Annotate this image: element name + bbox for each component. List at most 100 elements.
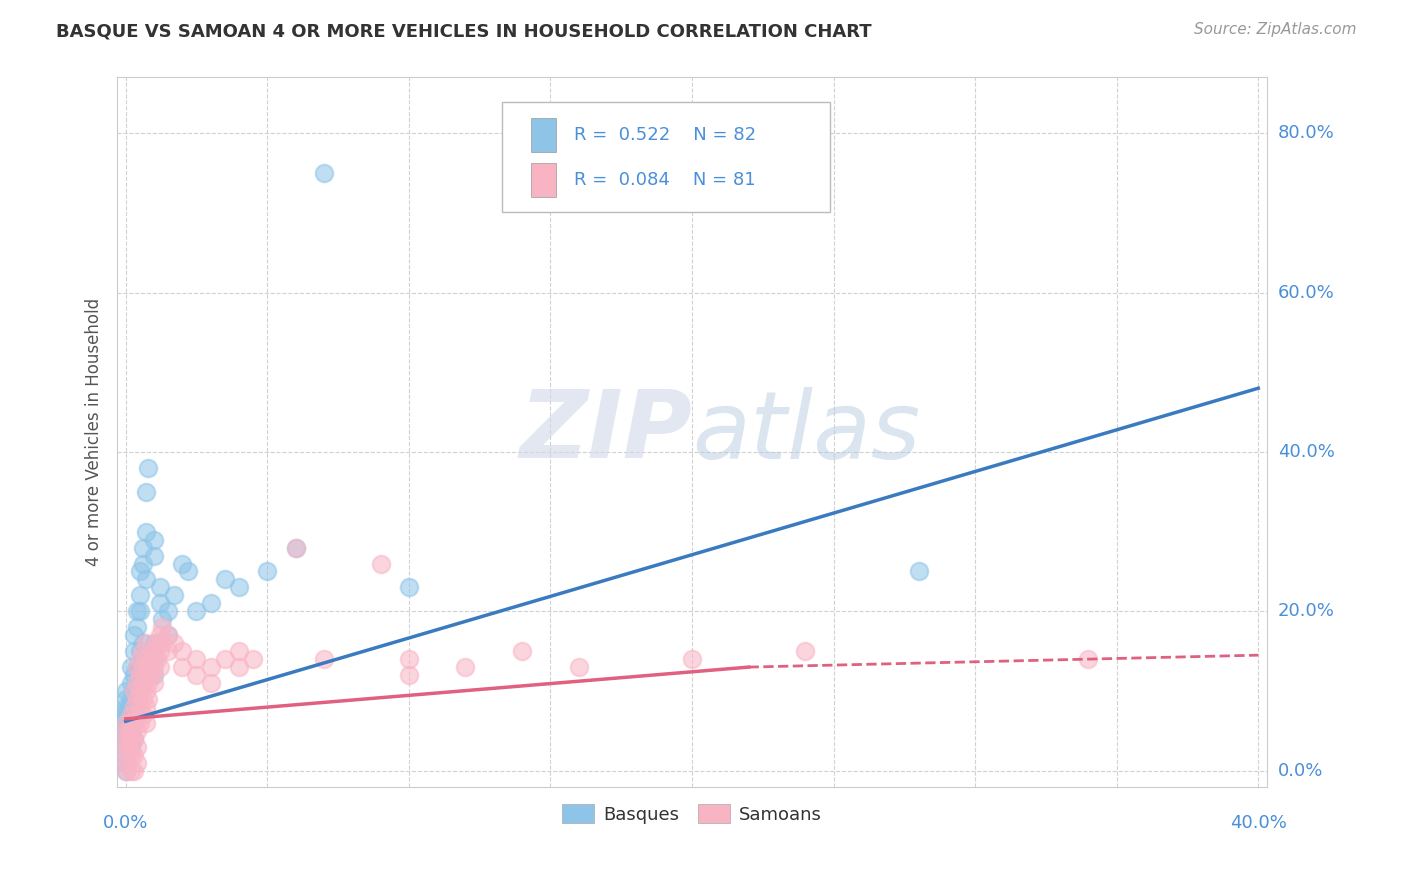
Point <box>122 684 145 698</box>
Point <box>122 628 145 642</box>
Point <box>120 739 142 754</box>
Point <box>398 581 420 595</box>
Point <box>172 557 194 571</box>
Point <box>114 692 136 706</box>
Point <box>114 731 136 746</box>
Point <box>114 720 136 734</box>
Point <box>157 628 180 642</box>
Point <box>172 660 194 674</box>
Text: R =  0.522    N = 82: R = 0.522 N = 82 <box>574 127 755 145</box>
Point <box>228 644 250 658</box>
Point <box>1077 652 1099 666</box>
Point <box>122 731 145 746</box>
Point <box>284 541 307 555</box>
Point <box>114 700 136 714</box>
Point <box>157 644 180 658</box>
Point <box>125 676 148 690</box>
Point <box>141 668 163 682</box>
Point <box>114 764 136 778</box>
Text: 40.0%: 40.0% <box>1230 814 1286 832</box>
Point <box>186 668 208 682</box>
Point <box>128 565 150 579</box>
Point <box>125 723 148 738</box>
Point <box>122 764 145 778</box>
Point <box>125 692 148 706</box>
Text: 20.0%: 20.0% <box>1278 602 1334 620</box>
Point <box>122 684 145 698</box>
Bar <box>531 119 557 153</box>
Point <box>114 723 136 738</box>
Point <box>125 676 148 690</box>
Point <box>163 588 186 602</box>
Point <box>284 541 307 555</box>
Point <box>114 715 136 730</box>
Text: 60.0%: 60.0% <box>1278 284 1334 301</box>
Point <box>114 723 136 738</box>
Point <box>228 581 250 595</box>
Point <box>128 700 150 714</box>
Point <box>114 756 136 770</box>
Text: BASQUE VS SAMOAN 4 OR MORE VEHICLES IN HOUSEHOLD CORRELATION CHART: BASQUE VS SAMOAN 4 OR MORE VEHICLES IN H… <box>56 22 872 40</box>
Point <box>131 541 153 555</box>
Point <box>146 636 169 650</box>
Point <box>186 604 208 618</box>
Point <box>120 707 142 722</box>
Point <box>114 684 136 698</box>
Point <box>228 660 250 674</box>
Point <box>149 596 172 610</box>
Point <box>114 715 136 730</box>
Point <box>128 652 150 666</box>
Point <box>143 668 166 682</box>
Point <box>120 660 142 674</box>
Point <box>128 668 150 682</box>
Point <box>120 764 142 778</box>
Point <box>122 747 145 762</box>
Point <box>114 704 136 718</box>
Point <box>131 652 153 666</box>
Point <box>114 756 136 770</box>
Point <box>120 731 142 746</box>
Point <box>114 707 136 722</box>
Point <box>149 628 172 642</box>
Point <box>242 652 264 666</box>
Point <box>141 652 163 666</box>
Point <box>177 565 200 579</box>
Text: 40.0%: 40.0% <box>1278 443 1334 461</box>
Text: Source: ZipAtlas.com: Source: ZipAtlas.com <box>1194 22 1357 37</box>
Text: atlas: atlas <box>692 386 921 477</box>
Point <box>122 715 145 730</box>
Point <box>398 668 420 682</box>
Text: 80.0%: 80.0% <box>1278 124 1334 142</box>
FancyBboxPatch shape <box>502 103 830 212</box>
Legend: Basques, Samoans: Basques, Samoans <box>555 797 830 830</box>
Text: R =  0.084    N = 81: R = 0.084 N = 81 <box>574 171 755 189</box>
Point <box>114 747 136 762</box>
Point <box>143 652 166 666</box>
Point <box>134 636 156 650</box>
Point <box>125 660 148 674</box>
Point <box>117 739 139 754</box>
Point <box>138 461 160 475</box>
Point <box>117 731 139 746</box>
Point <box>200 676 222 690</box>
Point <box>143 660 166 674</box>
Point <box>128 644 150 658</box>
Point <box>125 739 148 754</box>
Point <box>172 644 194 658</box>
Text: 0.0%: 0.0% <box>103 814 149 832</box>
Point <box>200 596 222 610</box>
Point <box>163 636 186 650</box>
Point <box>125 604 148 618</box>
Point <box>120 723 142 738</box>
Point <box>131 636 153 650</box>
Point <box>134 700 156 714</box>
Point <box>120 692 142 706</box>
Point <box>122 731 145 746</box>
Point <box>120 715 142 730</box>
Point <box>143 676 166 690</box>
Point <box>143 533 166 547</box>
Point <box>256 565 278 579</box>
Point <box>214 652 236 666</box>
Bar <box>531 163 557 197</box>
Point <box>117 715 139 730</box>
